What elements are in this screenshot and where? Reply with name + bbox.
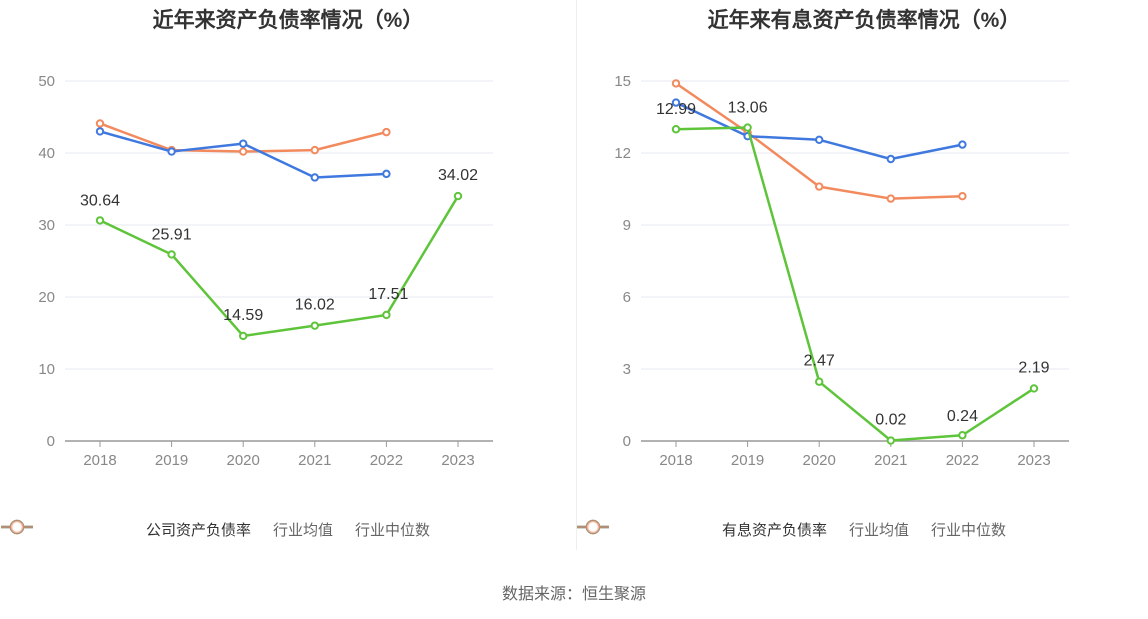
- legend-item-avg[interactable]: 行业均值: [577, 519, 909, 540]
- data-label: 16.02: [295, 297, 335, 314]
- data-label: 13.06: [728, 100, 768, 117]
- x-tick-label: 2022: [946, 452, 979, 469]
- data-point[interactable]: [382, 169, 391, 179]
- data-point[interactable]: [310, 173, 319, 182]
- x-tick-label: 2018: [83, 452, 116, 469]
- chart-title: 近年来资产负债率情况（%）: [152, 9, 424, 32]
- data-point[interactable]: [382, 127, 391, 137]
- data-label: 30.64: [80, 192, 120, 209]
- data-point[interactable]: [671, 79, 681, 88]
- legend: 公司资产负债率 行业均值 行业中位数: [0, 519, 576, 540]
- legend-label: 行业中位数: [931, 522, 1007, 539]
- data-point[interactable]: [1029, 384, 1039, 393]
- x-tick-label: 2021: [874, 452, 907, 469]
- data-label: 14.59: [223, 307, 263, 324]
- x-tick-label: 2023: [441, 452, 474, 469]
- chart-interest-debt-ratio: 近年来有息资产负债率情况（%） 0 3 6 9 12 15 2018 2019 2020 2021…: [576, 0, 1148, 560]
- chart-title: 近年来有息资产负债率情况（%）: [707, 9, 1021, 32]
- data-point[interactable]: [671, 98, 681, 107]
- y-tick-label: 30: [38, 217, 55, 234]
- series-median: [95, 119, 391, 156]
- data-point[interactable]: [310, 145, 319, 155]
- data-point[interactable]: [167, 250, 176, 259]
- series-line-company: [99, 195, 460, 338]
- data-point[interactable]: [958, 192, 967, 201]
- x-tick-label: 2023: [1017, 452, 1050, 469]
- y-tick-label: 10: [38, 361, 55, 378]
- series-company: 12.99 13.06 2.47 0.02 0.24 2.19: [656, 100, 1050, 445]
- data-label: 17.51: [368, 286, 408, 303]
- data-point[interactable]: [886, 194, 895, 203]
- x-tick-label: 2018: [659, 452, 692, 469]
- y-tick-label: 20: [38, 289, 55, 306]
- legend-line-marker-icon: [1, 519, 33, 535]
- legend-label: 有息资产负债率: [721, 522, 827, 539]
- y-tick-label: 6: [623, 289, 631, 306]
- data-point[interactable]: [453, 191, 463, 201]
- plot-area: 0 10 20 30 40 50 2018 2019 2020 2021 2022 2023 30.64…: [38, 73, 493, 469]
- y-tick-label: 12: [614, 145, 631, 162]
- data-point[interactable]: [815, 182, 824, 191]
- y-tick-label: 50: [38, 73, 55, 90]
- data-label: 2.47: [804, 353, 835, 370]
- legend-item-company[interactable]: 有息资产负债率: [577, 519, 827, 540]
- series-avg: [95, 127, 391, 182]
- y-tick-label: 40: [38, 145, 55, 162]
- series-line-company: [675, 126, 1035, 442]
- y-tick-label: 0: [47, 433, 55, 450]
- data-point[interactable]: [886, 154, 895, 164]
- divider: [576, 0, 577, 550]
- data-point[interactable]: [167, 147, 176, 156]
- source-note: 数据来源：恒生聚源: [501, 586, 646, 603]
- legend-label: 公司资产负债率: [145, 522, 251, 539]
- legend-label: 行业中位数: [355, 522, 431, 539]
- y-tick-label: 3: [623, 361, 631, 378]
- legend-label: 行业均值: [272, 522, 333, 539]
- x-tick-label: 2019: [731, 452, 764, 469]
- x-tick-label: 2021: [298, 452, 331, 469]
- data-point[interactable]: [382, 310, 391, 320]
- data-point[interactable]: [95, 216, 105, 225]
- legend-item-company[interactable]: 公司资产负债率: [1, 519, 251, 540]
- data-point[interactable]: [886, 436, 895, 445]
- plot-area: 0 3 6 9 12 15 2018 2019 2020 2021 2022 2023 12.99 13.…: [614, 73, 1069, 469]
- x-tick-label: 2020: [803, 452, 836, 469]
- data-label: 2.19: [1018, 359, 1049, 376]
- data-label: 34.02: [438, 167, 478, 184]
- data-label: 25.91: [152, 226, 192, 243]
- legend-item-median[interactable]: 行业中位数: [577, 519, 1007, 540]
- data-point[interactable]: [958, 431, 967, 440]
- data-point[interactable]: [671, 125, 681, 134]
- data-point[interactable]: [95, 119, 105, 128]
- data-point[interactable]: [815, 135, 824, 145]
- data-label: 0.24: [947, 408, 978, 425]
- y-tick-label: 9: [623, 217, 631, 234]
- legend: 有息资产负债率 行业均值 行业中位数: [576, 519, 1148, 540]
- chart-debt-ratio: 近年来资产负债率情况（%） 0 10 20 30 40 50 2018 2019 2020 202…: [0, 0, 576, 560]
- series-avg: [671, 98, 967, 164]
- legend-item-median[interactable]: 行业中位数: [1, 519, 431, 540]
- data-point[interactable]: [239, 147, 248, 156]
- legend-line-marker-icon: [577, 519, 609, 535]
- data-point[interactable]: [239, 331, 248, 341]
- y-tick-label: 0: [623, 433, 631, 450]
- data-point[interactable]: [743, 123, 752, 132]
- legend-item-avg[interactable]: 行业均值: [1, 519, 333, 540]
- series-line-avg: [675, 101, 963, 161]
- data-point[interactable]: [239, 139, 248, 148]
- data-label: 12.99: [656, 101, 696, 118]
- x-tick-label: 2022: [370, 452, 403, 469]
- x-tick-label: 2020: [227, 452, 260, 469]
- legend-label: 行业均值: [848, 522, 909, 539]
- data-point[interactable]: [95, 127, 105, 136]
- x-tick-label: 2019: [155, 452, 188, 469]
- series-company: 30.64 25.91 14.59 16.02 17.51 34.02: [80, 167, 478, 341]
- data-point[interactable]: [815, 377, 824, 386]
- y-tick-label: 15: [614, 73, 631, 90]
- data-point[interactable]: [958, 140, 967, 149]
- data-point[interactable]: [310, 321, 319, 330]
- data-label: 0.02: [875, 412, 906, 429]
